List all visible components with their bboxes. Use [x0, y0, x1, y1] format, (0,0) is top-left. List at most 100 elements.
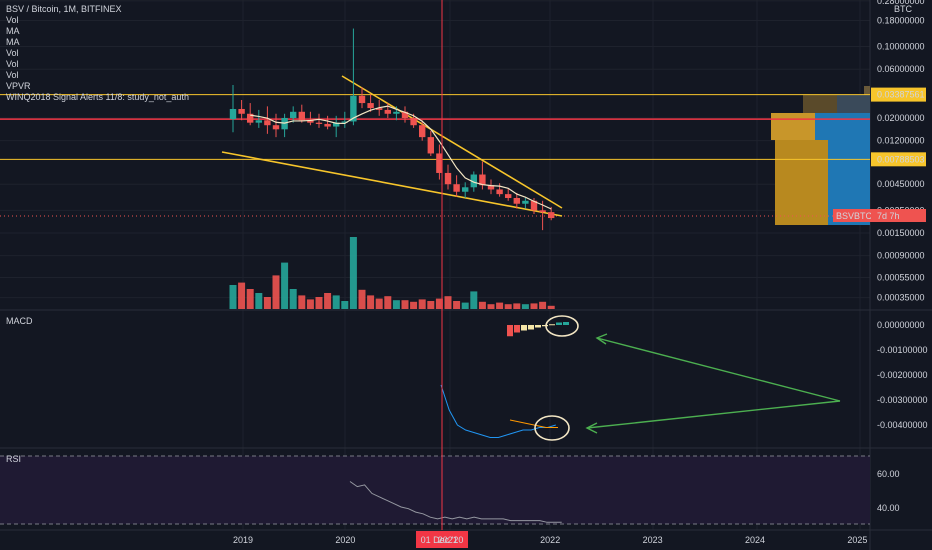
rsi-tick-label: 60.00 — [877, 469, 900, 479]
macd-pane[interactable] — [440, 322, 569, 438]
candle-body — [358, 95, 366, 104]
candle-body — [264, 120, 271, 126]
candle-body — [393, 111, 400, 114]
volume-bar — [444, 296, 452, 309]
candle-body — [290, 111, 297, 118]
volume-bar — [530, 303, 538, 309]
volume-bar — [367, 295, 375, 309]
volume-bar — [521, 304, 529, 309]
candle-body — [384, 109, 391, 114]
candle-body — [410, 118, 417, 126]
vpvr-bar — [771, 113, 815, 140]
horizontal-levels[interactable] — [0, 94, 870, 217]
volume-bar — [478, 301, 486, 309]
legend-row[interactable]: MA — [6, 26, 20, 36]
price-tick-label: 0.18000000 — [877, 15, 925, 25]
macd-line — [440, 384, 556, 438]
macd-label[interactable]: MACD — [6, 316, 33, 326]
arrow-head — [585, 422, 598, 434]
rsi-tick-label: 40.00 — [877, 503, 900, 513]
vpvr-bar — [775, 140, 828, 225]
candle-body — [255, 120, 262, 123]
candle-body — [307, 120, 314, 123]
macd-line-circle — [534, 415, 570, 441]
candle-body — [333, 122, 340, 127]
candle-body — [436, 153, 443, 173]
signal-line — [509, 419, 558, 428]
trend-lines[interactable] — [221, 75, 563, 217]
volume-bar — [435, 298, 443, 309]
ma-line — [250, 105, 552, 210]
candle-body — [444, 172, 452, 185]
vpvr-bar — [837, 95, 870, 113]
volume-bar — [547, 305, 555, 309]
macd-histogram-bar — [528, 325, 534, 330]
countdown-badge-bg — [871, 209, 926, 222]
volume-bar — [229, 285, 237, 309]
macd-tick-label: 0.00000000 — [877, 320, 925, 330]
wedge-lower-line — [221, 151, 563, 217]
time-tick-label: 2025 — [847, 535, 867, 545]
legend-row[interactable]: WINQ2018 Signal Alerts 11/8: study_not_a… — [6, 92, 189, 102]
macd-tick-label: -0.00100000 — [877, 345, 928, 355]
volume-bar — [341, 301, 349, 309]
price-axis[interactable]: 0.28000000 0.18000000 0.10000000 0.06000000… — [833, 0, 928, 513]
volume-bar — [461, 302, 469, 309]
price-tick-label: 0.00150000 — [877, 228, 925, 238]
level-badge-bg — [871, 87, 926, 102]
candles[interactable] — [229, 28, 555, 231]
wedge-upper-line — [341, 75, 563, 209]
volume-bar — [427, 301, 435, 309]
price-tick-label: 0.00090000 — [877, 251, 925, 261]
candle-body — [419, 125, 426, 138]
candle-body — [376, 108, 383, 110]
price-tick-label: 0.00035000 — [877, 293, 925, 303]
volume-bar — [349, 237, 357, 309]
rsi-band — [0, 456, 870, 524]
countdown-badge-label: 7d 7h — [877, 211, 900, 221]
rsi-pane[interactable] — [0, 455, 870, 525]
vpvr-bar — [803, 95, 837, 113]
macd-histogram-bar — [542, 325, 548, 327]
candle-body — [401, 111, 409, 118]
candle-body — [479, 174, 486, 186]
volume-bar — [315, 297, 323, 309]
volume-bar — [263, 297, 271, 309]
macd-histogram-bar — [514, 325, 520, 333]
vpvr-bar — [864, 86, 870, 95]
legend-row[interactable]: Vol — [6, 59, 19, 69]
legend-row[interactable]: Vol — [6, 70, 19, 80]
chart-legend: BSV / Bitcoin, 1M, BITFINEX Vol MA MA Vo… — [6, 4, 189, 103]
macd-histogram-bar — [521, 325, 527, 331]
macd-tick-label: -0.00400000 — [877, 420, 928, 430]
time-axis[interactable]: 2019 2020 2021 2022 2023 2024 2025 — [233, 535, 867, 545]
candle-body — [367, 103, 374, 109]
arrow-head — [595, 333, 608, 345]
macd-hist-circle — [545, 315, 579, 337]
volume-bar — [255, 293, 263, 309]
rsi-label[interactable]: RSI — [6, 454, 22, 464]
volume-bar — [487, 304, 495, 309]
time-tick-label: 2019 — [233, 535, 253, 545]
price-tick-label: 0.10000000 — [877, 42, 925, 52]
candle-body — [548, 212, 555, 219]
legend-row[interactable]: VPVR — [6, 81, 31, 91]
candle-body — [315, 122, 323, 124]
volume-bar — [392, 300, 400, 309]
legend-row[interactable]: Vol — [6, 48, 19, 58]
macd-histogram-bar — [535, 325, 541, 328]
time-tick-label: 2024 — [745, 535, 765, 545]
volume-bar — [298, 295, 306, 309]
candle-body — [272, 125, 280, 130]
volume-bars — [229, 237, 555, 309]
legend-row[interactable]: Vol — [6, 15, 19, 25]
symbol-badge-label: BSVBTC — [836, 211, 873, 221]
candle-body — [539, 210, 546, 213]
candle-body — [496, 189, 503, 195]
volume-bar — [504, 304, 512, 309]
legend-title[interactable]: BSV / Bitcoin, 1M, BITFINEX — [6, 4, 122, 14]
symbol-badge-bg — [833, 209, 871, 222]
legend-row[interactable]: MA — [6, 37, 20, 47]
level-badge-label: 0.00788503 — [877, 154, 925, 164]
